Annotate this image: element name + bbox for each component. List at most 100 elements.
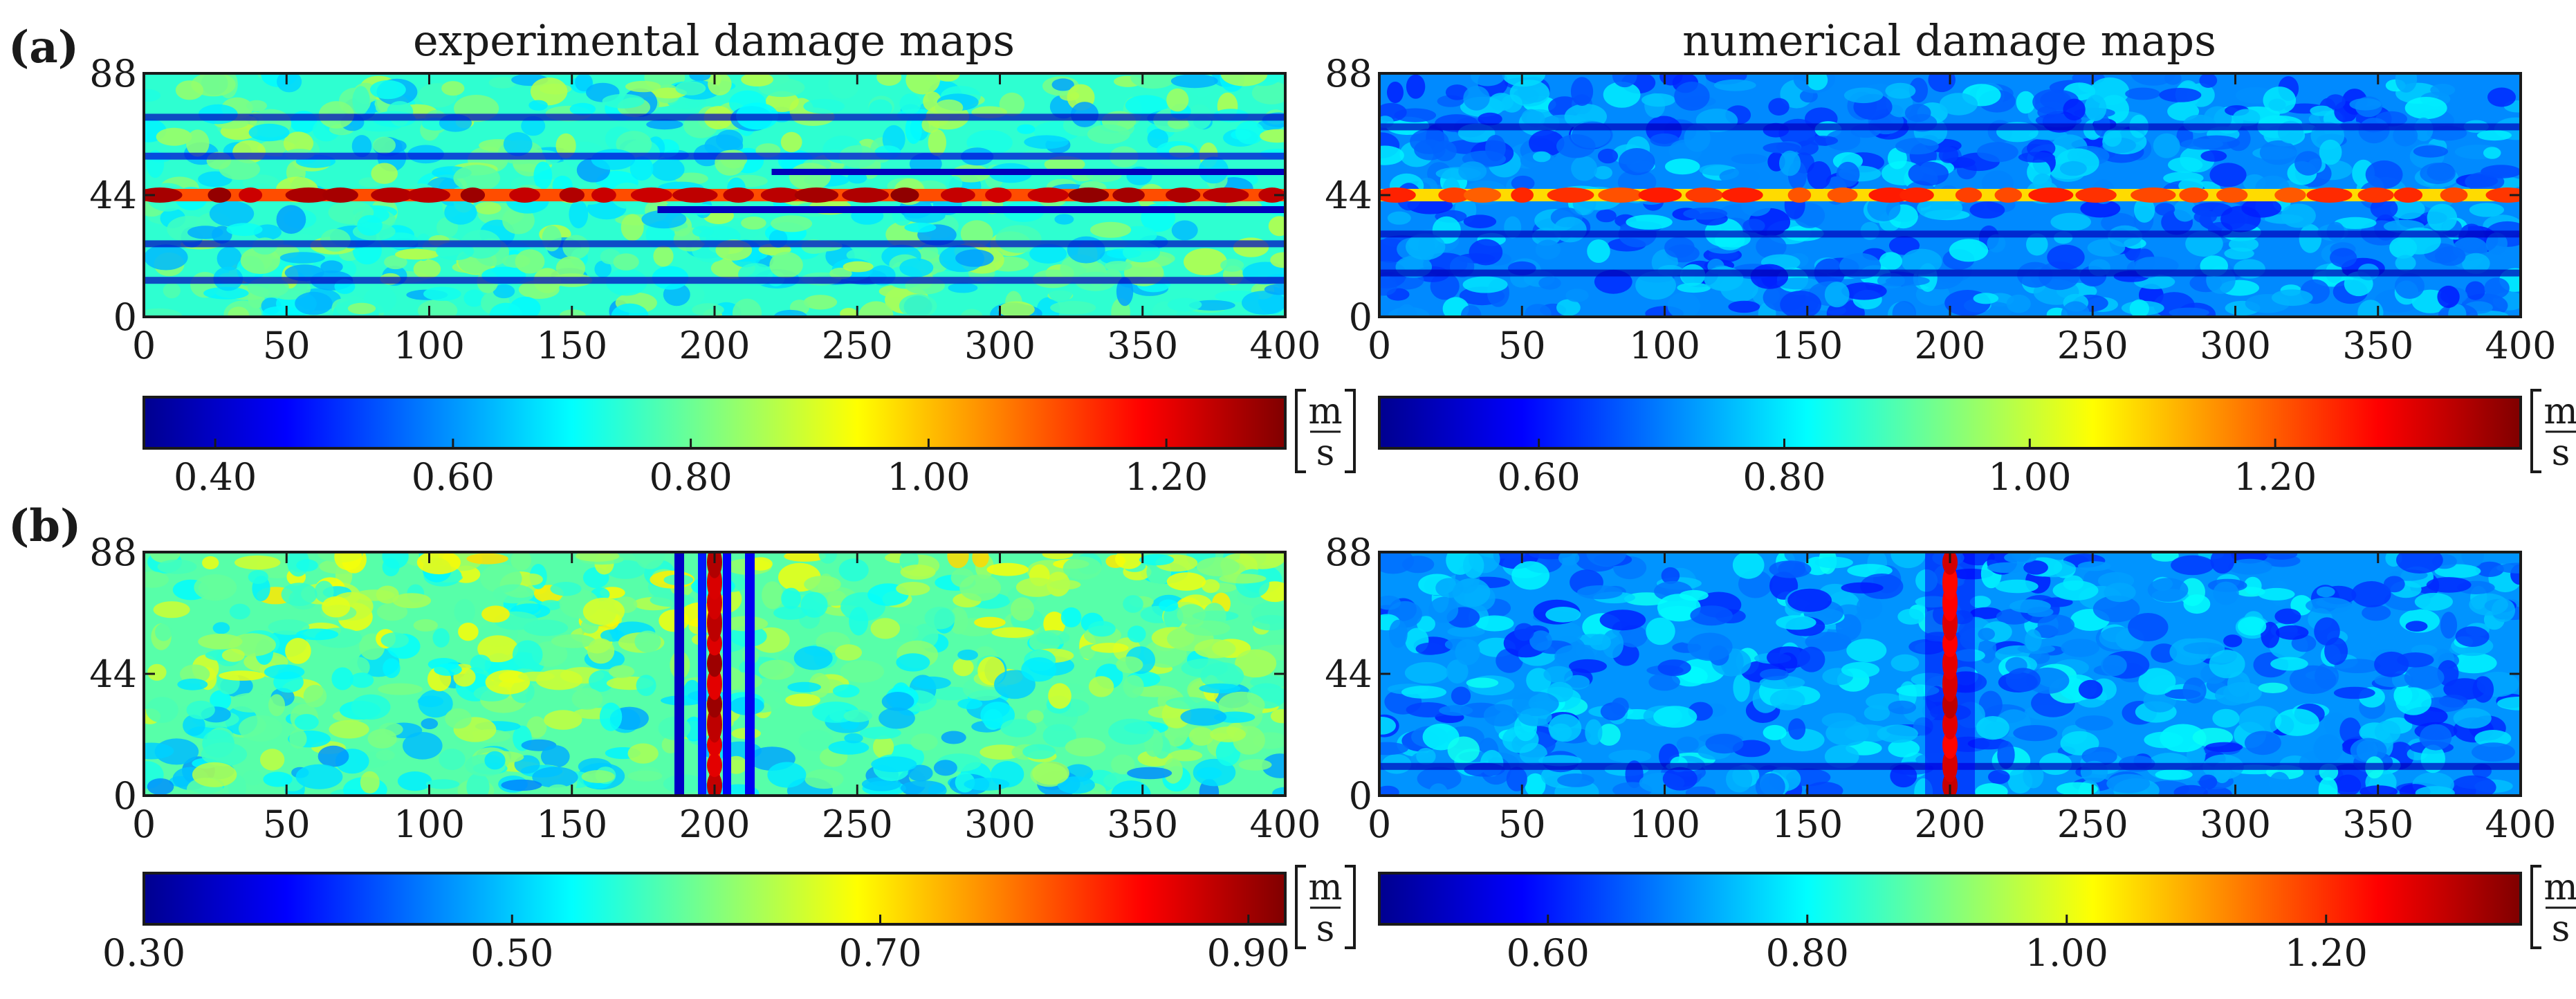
heatmap-blob xyxy=(1750,264,1789,289)
heatmap-blob xyxy=(2138,668,2176,695)
heatmap-blob xyxy=(1242,291,1285,315)
x-tick-label: 0 xyxy=(1368,803,1391,846)
damage-hotspot xyxy=(1827,187,1858,203)
heatmap-blob xyxy=(1024,135,1069,149)
heatmap-blob xyxy=(780,131,802,153)
heatmap-blob xyxy=(2475,561,2504,578)
heatmap-blob xyxy=(2491,598,2516,623)
heatmap-band xyxy=(1379,269,2521,277)
heatmap-blob xyxy=(2151,552,2179,562)
heatmap-blob xyxy=(2450,652,2497,674)
heatmap-blob xyxy=(263,771,293,787)
heatmap-blob xyxy=(518,280,560,299)
damage-hotspot xyxy=(1942,731,1958,759)
heatmap-blob xyxy=(2199,774,2218,790)
damage-hotspot xyxy=(1994,187,2023,203)
heatmap-blob xyxy=(403,732,443,760)
damage-hotspot xyxy=(1942,647,1958,680)
heatmap-blob xyxy=(1897,608,1924,625)
damage-hotspot xyxy=(707,771,722,796)
heatmap-blob xyxy=(1807,161,1832,190)
damage-hotspot xyxy=(1787,187,1812,203)
x-tick-label: 250 xyxy=(2057,324,2128,367)
colorbar-tick-label: 1.00 xyxy=(887,455,970,499)
heatmap-blob xyxy=(1780,291,1821,317)
heatmap-blob xyxy=(1769,689,1805,711)
heatmap-blob xyxy=(1260,129,1285,143)
heatmap-blob xyxy=(1553,217,1587,243)
heatmap-b-exp xyxy=(144,552,1285,796)
heatmap-blob xyxy=(1939,93,1978,116)
heatmap-blob xyxy=(1529,630,1552,651)
heatmap-blob xyxy=(2474,730,2512,747)
x-tick-label: 100 xyxy=(394,803,465,846)
damage-hotspot xyxy=(890,187,919,203)
heatmap-blob xyxy=(2310,105,2333,116)
heatmap-blob xyxy=(1087,124,1130,145)
heatmap-blob xyxy=(2374,720,2401,744)
heatmap-blob xyxy=(229,603,250,620)
heatmap-blob xyxy=(421,718,439,730)
heatmap-blob xyxy=(998,301,1035,317)
damage-trough xyxy=(745,552,755,796)
heatmap-blob xyxy=(212,622,230,634)
heatmap-blob xyxy=(463,289,485,307)
heatmap-blob xyxy=(1219,574,1267,584)
heatmap-blob xyxy=(2274,708,2319,736)
heatmap-blob xyxy=(2415,786,2455,796)
heatmap-blob xyxy=(1123,595,1143,613)
heatmap-blob xyxy=(2106,773,2151,794)
heatmap-blob xyxy=(2244,731,2281,755)
heatmap-blob xyxy=(1044,156,1085,173)
damage-hotspot xyxy=(1638,187,1682,203)
heatmap-blob xyxy=(1485,135,1506,162)
heatmap-blob xyxy=(2339,717,2362,744)
unit-denominator: s xyxy=(1316,908,1335,950)
heatmap-blob xyxy=(432,628,450,648)
damage-hotspot xyxy=(208,187,232,203)
damage-hotspot xyxy=(1598,187,1643,203)
heatmap-blob xyxy=(575,73,593,92)
heatmap-blob xyxy=(1690,605,1733,626)
heatmap-blob xyxy=(908,764,933,782)
heatmap-blob xyxy=(521,116,546,136)
heatmap-blob xyxy=(1599,610,1646,631)
heatmap-blob xyxy=(1022,744,1056,760)
heatmap-blob xyxy=(2335,774,2362,796)
heatmap-blob xyxy=(351,135,372,158)
x-tick-label: 100 xyxy=(1629,803,1700,846)
heatmap-blob xyxy=(1603,81,1641,108)
heatmap-blob xyxy=(634,552,665,569)
colorbar-gradient xyxy=(142,872,1287,926)
heatmap-blob xyxy=(1051,78,1074,91)
heatmap-blob xyxy=(2259,140,2297,165)
x-tick-label: 250 xyxy=(822,324,893,367)
heatmap-blob xyxy=(2227,558,2272,575)
heatmap-blob xyxy=(1042,724,1077,747)
heatmap-blob xyxy=(2455,626,2490,647)
heatmap-blob xyxy=(1379,717,1396,735)
damage-hotspot xyxy=(1942,565,1958,601)
y-tick-label: 88 xyxy=(1325,531,1372,574)
heatmap-blob xyxy=(1901,248,1942,275)
heatmap-b-num xyxy=(1379,552,2521,796)
damage-hotspot xyxy=(1068,187,1110,203)
heatmap-blob xyxy=(2487,87,2516,107)
heatmap-blob xyxy=(840,660,885,683)
heatmap-blob xyxy=(417,695,444,708)
colorbar-unit: ms xyxy=(1295,865,1356,950)
heatmap-blob xyxy=(1043,612,1066,636)
y-tick-label: 0 xyxy=(1349,774,1372,818)
heatmap-blob xyxy=(295,291,333,315)
heatmap-blob xyxy=(1635,271,1677,300)
colorbar-tick-label: 0.90 xyxy=(1207,931,1290,975)
heatmap-blob xyxy=(2395,255,2416,272)
damage-hotspot xyxy=(1685,187,1723,203)
heatmap-blob xyxy=(1218,691,1265,719)
heatmap-blob xyxy=(1111,780,1151,796)
damage-trough xyxy=(723,552,731,796)
heatmap-blob xyxy=(1050,301,1096,315)
heatmap-blob xyxy=(1379,552,1415,574)
heatmap-blob xyxy=(376,603,408,621)
